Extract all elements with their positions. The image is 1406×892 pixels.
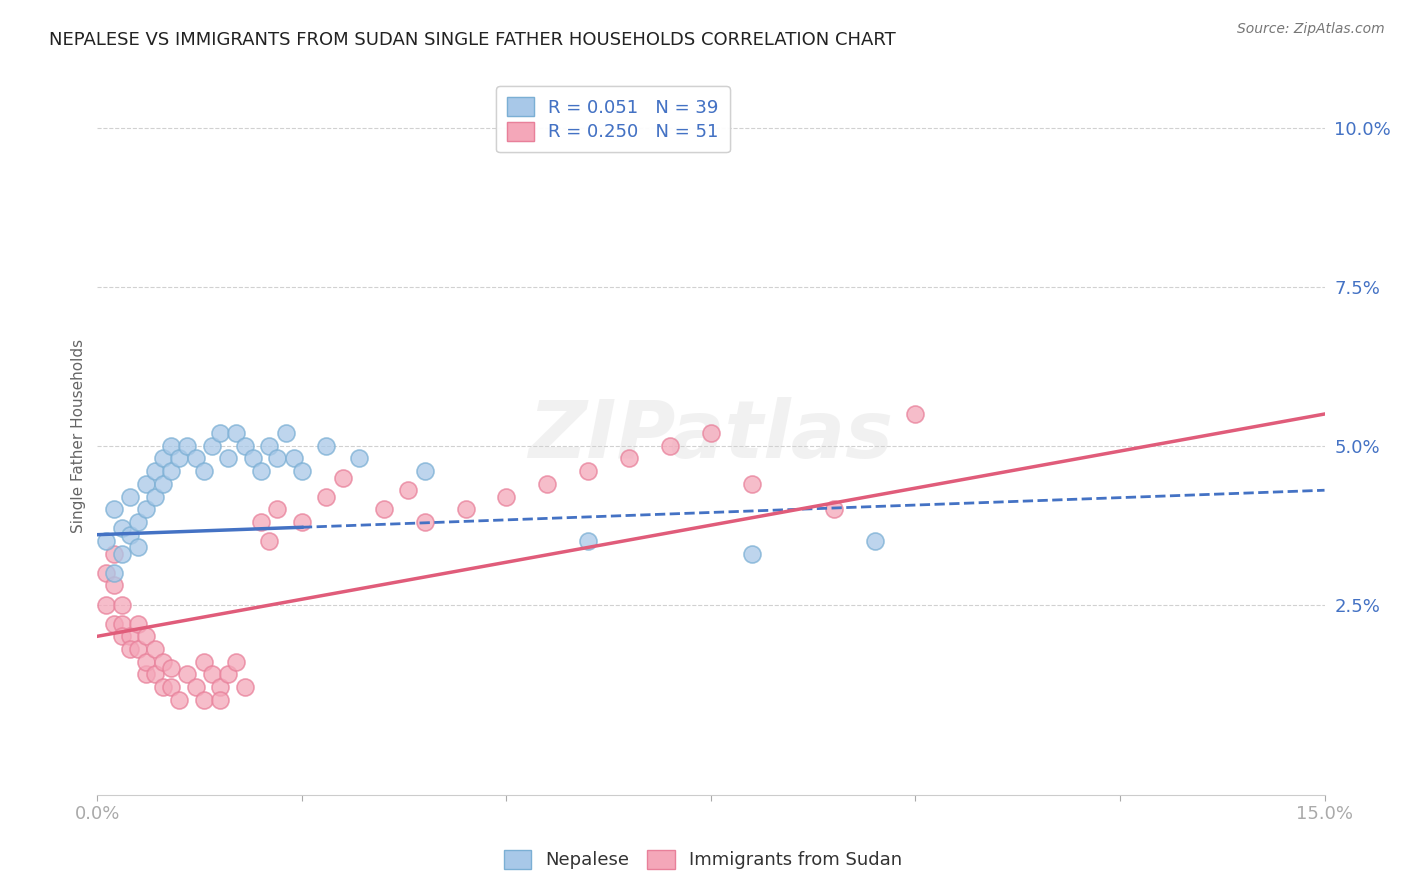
Point <box>193 464 215 478</box>
Point <box>111 598 134 612</box>
Point <box>120 490 142 504</box>
Point <box>201 667 224 681</box>
Point <box>127 642 149 657</box>
Point <box>193 693 215 707</box>
Point <box>152 680 174 694</box>
Point <box>111 547 134 561</box>
Point <box>94 534 117 549</box>
Point <box>103 547 125 561</box>
Point <box>250 464 273 478</box>
Point <box>94 598 117 612</box>
Point <box>332 470 354 484</box>
Point <box>413 515 436 529</box>
Point <box>863 534 886 549</box>
Point <box>111 629 134 643</box>
Point <box>94 566 117 580</box>
Point <box>741 547 763 561</box>
Point <box>495 490 517 504</box>
Point <box>135 629 157 643</box>
Point <box>659 439 682 453</box>
Point <box>184 680 207 694</box>
Point <box>160 439 183 453</box>
Point <box>111 616 134 631</box>
Point <box>217 667 239 681</box>
Point <box>315 490 337 504</box>
Point <box>184 451 207 466</box>
Point <box>103 502 125 516</box>
Point <box>225 655 247 669</box>
Point <box>103 616 125 631</box>
Point <box>143 642 166 657</box>
Point <box>167 693 190 707</box>
Point <box>266 451 288 466</box>
Point <box>274 426 297 441</box>
Point <box>315 439 337 453</box>
Point <box>823 502 845 516</box>
Point <box>225 426 247 441</box>
Point <box>120 527 142 541</box>
Point <box>152 655 174 669</box>
Point <box>266 502 288 516</box>
Point <box>373 502 395 516</box>
Point <box>135 667 157 681</box>
Legend: Nepalese, Immigrants from Sudan: Nepalese, Immigrants from Sudan <box>495 841 911 879</box>
Point <box>217 451 239 466</box>
Point <box>209 426 232 441</box>
Point <box>160 680 183 694</box>
Point <box>152 476 174 491</box>
Point <box>576 464 599 478</box>
Point <box>176 439 198 453</box>
Point <box>160 661 183 675</box>
Point <box>103 566 125 580</box>
Point <box>576 534 599 549</box>
Point <box>209 693 232 707</box>
Point <box>233 680 256 694</box>
Point <box>257 439 280 453</box>
Point <box>741 476 763 491</box>
Point <box>454 502 477 516</box>
Point <box>193 655 215 669</box>
Point <box>250 515 273 529</box>
Point <box>291 515 314 529</box>
Point <box>396 483 419 498</box>
Point <box>176 667 198 681</box>
Point <box>283 451 305 466</box>
Point <box>291 464 314 478</box>
Point <box>209 680 232 694</box>
Text: NEPALESE VS IMMIGRANTS FROM SUDAN SINGLE FATHER HOUSEHOLDS CORRELATION CHART: NEPALESE VS IMMIGRANTS FROM SUDAN SINGLE… <box>49 31 896 49</box>
Text: Source: ZipAtlas.com: Source: ZipAtlas.com <box>1237 22 1385 37</box>
Point <box>135 655 157 669</box>
Point <box>700 426 723 441</box>
Point <box>617 451 640 466</box>
Text: ZIPatlas: ZIPatlas <box>529 397 893 475</box>
Point <box>413 464 436 478</box>
Point <box>167 451 190 466</box>
Point <box>233 439 256 453</box>
Point <box>135 502 157 516</box>
Point <box>143 464 166 478</box>
Point <box>127 541 149 555</box>
Point <box>242 451 264 466</box>
Point <box>120 629 142 643</box>
Point <box>904 407 927 421</box>
Point <box>111 521 134 535</box>
Point <box>152 451 174 466</box>
Legend: R = 0.051   N = 39, R = 0.250   N = 51: R = 0.051 N = 39, R = 0.250 N = 51 <box>496 87 730 153</box>
Y-axis label: Single Father Households: Single Father Households <box>72 339 86 533</box>
Point <box>127 616 149 631</box>
Point <box>201 439 224 453</box>
Point <box>127 515 149 529</box>
Point <box>257 534 280 549</box>
Point <box>135 476 157 491</box>
Point <box>143 667 166 681</box>
Point <box>103 578 125 592</box>
Point <box>536 476 558 491</box>
Point <box>160 464 183 478</box>
Point <box>347 451 370 466</box>
Point <box>143 490 166 504</box>
Point <box>120 642 142 657</box>
